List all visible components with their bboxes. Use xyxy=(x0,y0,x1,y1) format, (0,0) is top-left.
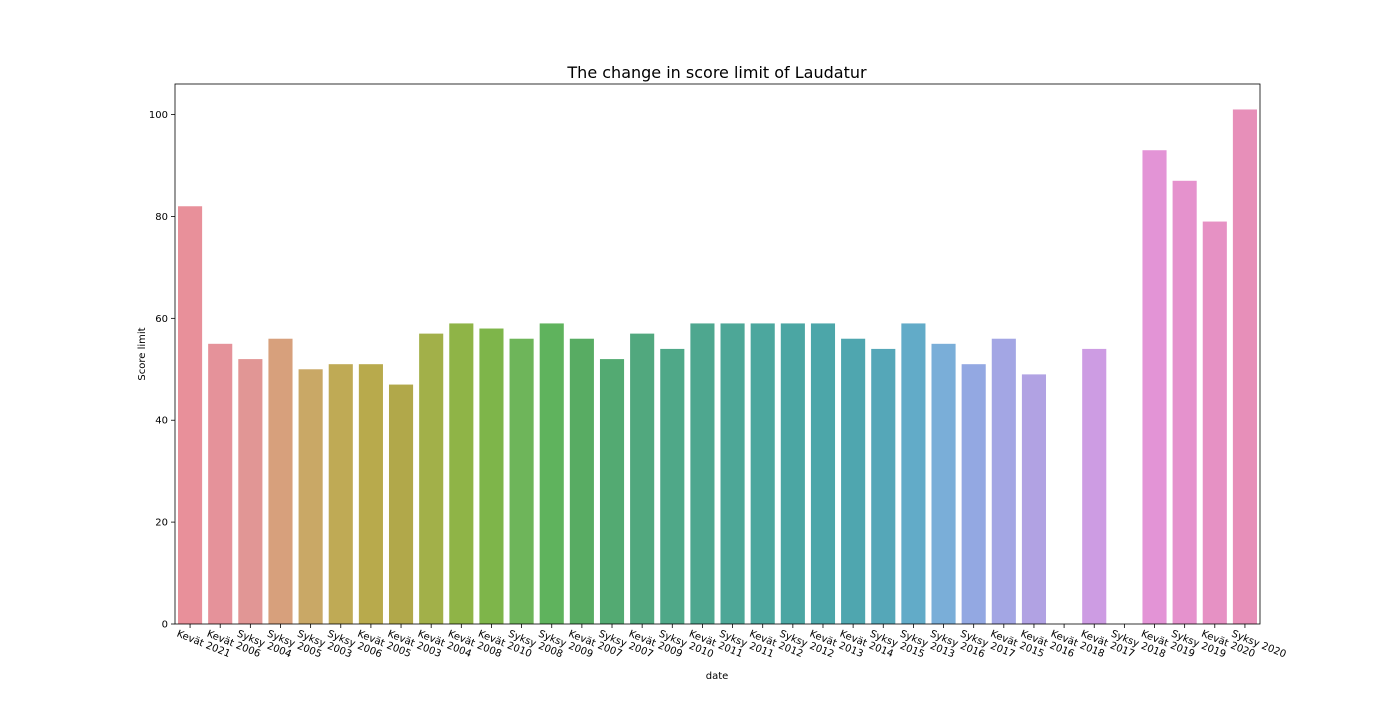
bar xyxy=(238,359,263,624)
y-tick-label: 100 xyxy=(149,110,168,121)
bar xyxy=(1142,150,1167,625)
bar xyxy=(991,338,1016,624)
bar xyxy=(599,359,625,624)
bar xyxy=(961,364,986,624)
y-tick-label: 80 xyxy=(155,212,168,223)
plot-frame xyxy=(174,83,1261,625)
y-axis: 0 20 40 60 80 100 xyxy=(149,110,175,631)
bar xyxy=(660,348,685,624)
y-tick-label: 60 xyxy=(155,314,168,325)
bar xyxy=(539,323,564,624)
bar xyxy=(479,328,504,624)
bar xyxy=(841,338,866,624)
bar xyxy=(358,364,383,624)
bar xyxy=(690,323,715,624)
x-axis-label: date xyxy=(706,671,729,682)
bar xyxy=(901,323,926,624)
bar xyxy=(208,343,233,624)
y-tick-label: 0 xyxy=(162,620,168,631)
bar xyxy=(750,323,775,624)
bar xyxy=(630,333,655,624)
bar xyxy=(1082,348,1107,624)
bar xyxy=(1202,221,1227,625)
y-tick-label: 20 xyxy=(155,518,168,529)
y-axis-label: Score limit xyxy=(137,327,148,380)
bar xyxy=(298,369,323,624)
bar xyxy=(509,338,534,624)
bar xyxy=(871,348,896,624)
bar xyxy=(931,343,956,624)
bar xyxy=(569,338,594,624)
bar xyxy=(178,206,203,624)
bar xyxy=(810,323,836,624)
bar xyxy=(449,323,474,624)
bar xyxy=(1021,374,1047,624)
bar xyxy=(388,384,414,624)
bar xyxy=(1232,109,1257,625)
bar xyxy=(780,323,805,624)
bar xyxy=(720,323,745,624)
bars-group xyxy=(178,109,1257,625)
bar xyxy=(328,364,353,624)
chart-title: The change in score limit of Laudatur xyxy=(566,63,867,82)
y-tick-label: 40 xyxy=(155,416,168,427)
bar xyxy=(419,333,444,624)
bar xyxy=(268,338,293,624)
bar xyxy=(1172,180,1197,625)
